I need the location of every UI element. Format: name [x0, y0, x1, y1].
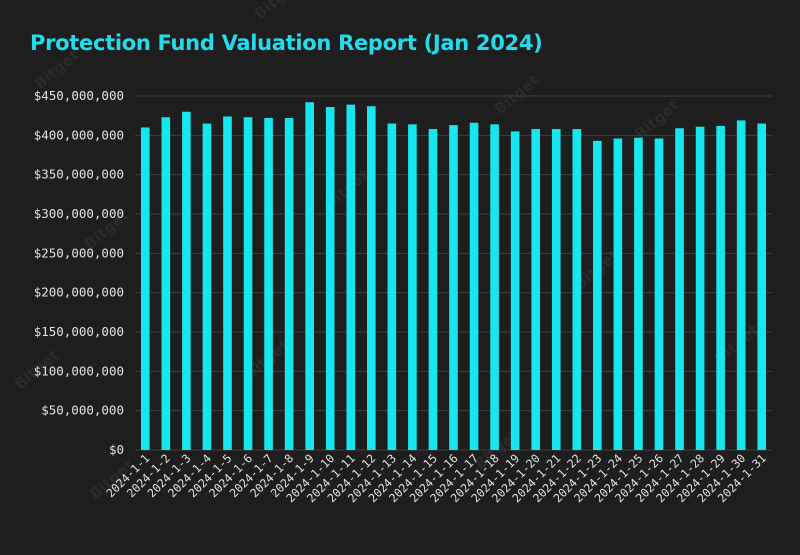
- y-tick-label: $0: [109, 442, 124, 457]
- watermark-text: Bitget: [31, 46, 82, 93]
- watermark-text: Bitget: [251, 0, 302, 23]
- y-tick-label: $450,000,000: [34, 88, 124, 103]
- bar: [634, 137, 643, 450]
- y-tick-label: $50,000,000: [41, 403, 124, 418]
- bar: [572, 129, 582, 451]
- x-axis-ticks: 2024-1-12024-1-22024-1-32024-1-42024-1-5…: [103, 451, 769, 505]
- bar: [264, 118, 273, 450]
- bar: [757, 123, 767, 451]
- bar: [531, 129, 541, 451]
- bar: [469, 122, 479, 450]
- bar: [284, 118, 294, 450]
- y-tick-label: $250,000,000: [34, 245, 124, 260]
- bar: [223, 116, 232, 450]
- y-tick-label: $200,000,000: [34, 285, 124, 300]
- bar: [654, 138, 664, 451]
- y-tick-label: $350,000,000: [34, 167, 124, 182]
- bar: [161, 117, 171, 451]
- y-tick-label: $100,000,000: [34, 363, 124, 378]
- bar: [325, 107, 335, 450]
- bar: [243, 117, 253, 451]
- bar: [182, 111, 191, 450]
- y-tick-label: $150,000,000: [34, 324, 124, 339]
- watermark-text: Bitget: [491, 71, 542, 118]
- bar: [346, 104, 356, 451]
- bar: [202, 123, 212, 451]
- bar: [736, 120, 746, 451]
- bar: [613, 138, 623, 451]
- bar: [387, 123, 397, 451]
- bar: [428, 129, 438, 451]
- bar: [695, 126, 705, 451]
- chart-title: Protection Fund Valuation Report (Jan 20…: [30, 31, 543, 55]
- bars: [140, 102, 767, 451]
- bar: [510, 131, 520, 450]
- bar: [716, 125, 725, 450]
- bar: [675, 128, 684, 450]
- bar: [140, 127, 150, 450]
- y-tick-label: $300,000,000: [34, 206, 124, 221]
- bar: [449, 125, 458, 451]
- y-axis-ticks: $0 $50,000,000 $100,000,000 $150,000,000 $20…: [34, 88, 124, 457]
- bar: [551, 129, 561, 451]
- bar: [490, 124, 499, 450]
- bar: [366, 106, 376, 450]
- bar: [408, 124, 417, 450]
- watermark-text: Bitget: [631, 96, 682, 143]
- y-tick-label: $400,000,000: [34, 127, 124, 142]
- bar: [593, 140, 602, 450]
- bar: [305, 102, 314, 450]
